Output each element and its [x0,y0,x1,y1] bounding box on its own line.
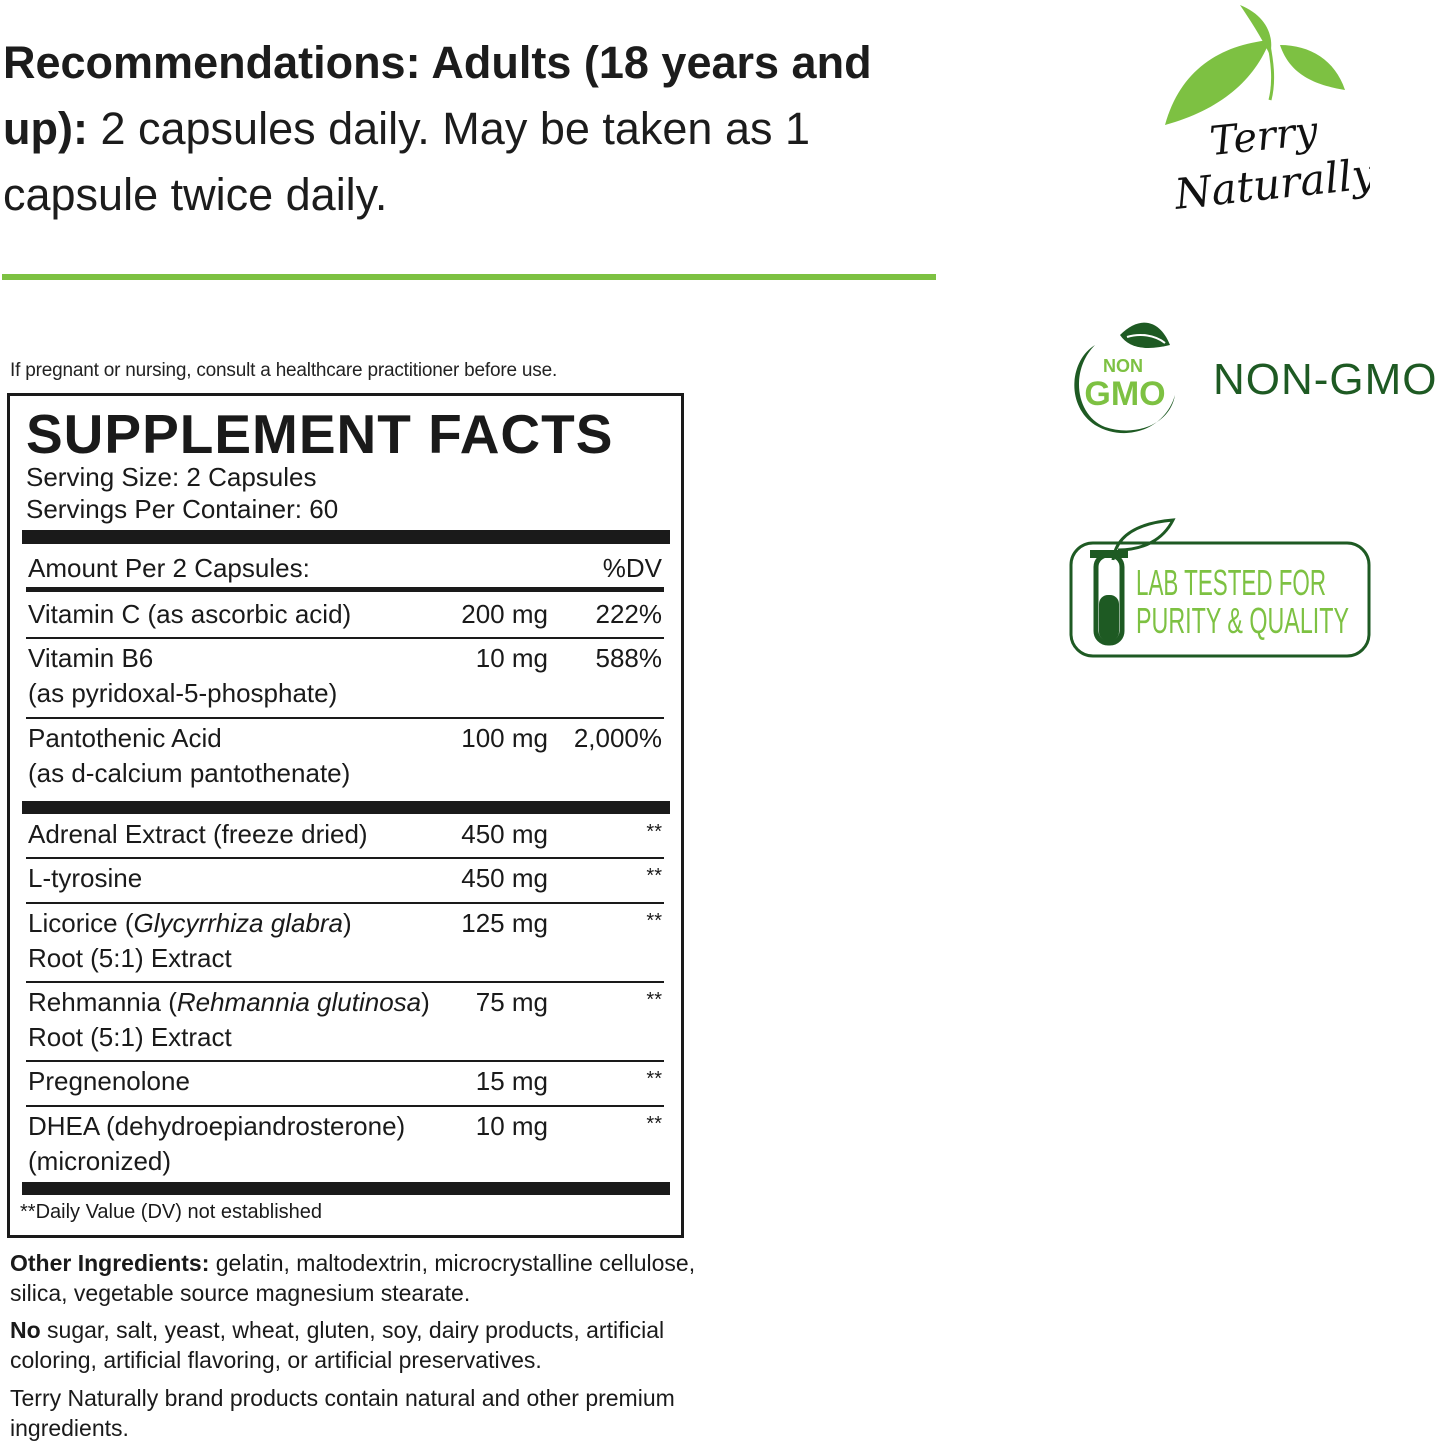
nutrient-dv: 588% [595,643,663,673]
nutrient-name: Adrenal Extract (freeze dried) [28,819,368,849]
non-gmo-badge: NON GMO [1074,322,1175,434]
thick-divider [22,530,670,544]
nutrient-amount: 100 mg [461,723,548,753]
svg-text:PURITY & QUALITY: PURITY & QUALITY [1136,600,1349,641]
svg-text:NON: NON [1103,356,1143,376]
nutrient-dv: 222% [595,599,663,629]
nutrient-dv: ** [646,910,662,932]
free-from-text: sugar, salt, yeast, wheat, gluten, soy, … [10,1317,665,1373]
svg-text:LAB TESTED FOR: LAB TESTED FOR [1136,562,1326,603]
nutrient-row: Pregnenolone 15 mg ** [26,1062,664,1107]
nutrient-row: DHEA (dehydroepiandrosterone) (micronized… [26,1107,664,1184]
svg-text:Naturally: Naturally [1171,149,1370,219]
nutrient-amount: 75 mg [475,987,548,1017]
nutrient-row: Licorice (Glycyrrhiza glabra) Root (5:1) … [26,904,664,983]
footnote: **Daily Value (DV) not established [20,1201,323,1223]
nutrient-dv: ** [646,865,662,887]
other-ingredients-text: gelatin, maltodextrin, microcrystalline … [10,1250,696,1306]
nutrient-row: Adrenal Extract (freeze dried) 450 mg ** [26,815,664,859]
nutrient-row: Rehmannia (Rehmannia glutinosa) Root (5:1… [26,983,664,1062]
nutrient-name: Licorice (Glycyrrhiza glabra) Root (5:1) … [28,908,352,973]
divider [2,274,936,280]
nutrient-row: Vitamin C (as ascorbic acid) 200 mg 222% [26,595,664,639]
recommendations-text: 2 capsules daily. May be taken as 1 caps… [3,103,811,220]
dv-header: %DV [602,553,662,583]
free-from: No sugar, salt, yeast, wheat, gluten, so… [10,1315,710,1375]
nutrient-amount: 450 mg [461,819,548,849]
terry-naturally-logo: Terry Naturally [1165,5,1370,219]
nutrient-name: DHEA (dehydroepiandrosterone) (micronized… [28,1111,406,1176]
brand-statement: Terry Naturally brand products contain n… [10,1385,675,1441]
nutrient-name: Vitamin B6 (as pyridoxal-5-phosphate) [28,643,338,708]
other-ingredients-label: Other Ingredients: [10,1250,210,1276]
nutrient-row: Pantothenic Acid (as d-calcium pantothena… [26,719,664,799]
serving-size: Serving Size: 2 Capsules [26,462,317,492]
nutrient-row: Vitamin B6 (as pyridoxal-5-phosphate) 10 m… [26,639,664,719]
svg-text:Terry: Terry [1208,108,1322,165]
lab-tested-badge: LAB TESTED FOR PURITY & QUALITY [1069,518,1371,658]
nutrient-row: L-tyrosine 450 mg ** [26,859,664,904]
nutrient-name: Rehmannia (Rehmannia glutinosa) Root (5:1… [28,987,430,1052]
non-gmo-label: NON-GMO [1213,355,1438,404]
thick-divider [22,801,670,814]
amount-header: Amount Per 2 Capsules: [28,553,310,583]
supplement-facts-panel: SUPPLEMENT FACTS Serving Size: 2 Capsule… [7,393,684,1238]
recommendations: Recommendations: Adults (18 years and up… [3,30,963,228]
nutrient-dv: ** [646,1113,662,1135]
nutrient-dv: ** [646,989,662,1011]
thick-divider [22,1182,670,1195]
nutrient-name: L-tyrosine [28,863,143,893]
nutrient-dv: ** [646,821,662,843]
nutrient-dv: 2,000% [573,723,662,753]
nutrient-amount: 200 mg [461,599,548,629]
amount-header-row: Amount Per 2 Capsules: %DV [26,546,664,592]
nutrient-amount: 15 mg [475,1066,548,1096]
servings-per-container: Servings Per Container: 60 [26,494,339,524]
svg-text:GMO: GMO [1084,375,1165,413]
warning-text: If pregnant or nursing, consult a health… [10,360,558,381]
recommendations-heading: Recommendations: Adults (18 years and up… [3,37,872,154]
other-ingredients: Other Ingredients: gelatin, maltodextrin… [10,1248,710,1308]
nutrient-amount: 125 mg [461,908,548,938]
nutrient-amount: 10 mg [475,643,548,673]
nutrient-amount: 10 mg [475,1111,548,1141]
nutrient-amount: 450 mg [461,863,548,893]
facts-title: SUPPLEMENT FACTS [26,403,614,465]
free-from-label: No [10,1317,41,1343]
nutrient-name: Pregnenolone [28,1066,190,1096]
nutrient-name: Pantothenic Acid (as d-calcium pantothena… [28,723,351,788]
nutrient-name: Vitamin C (as ascorbic acid) [28,599,352,629]
nutrient-dv: ** [646,1068,662,1090]
